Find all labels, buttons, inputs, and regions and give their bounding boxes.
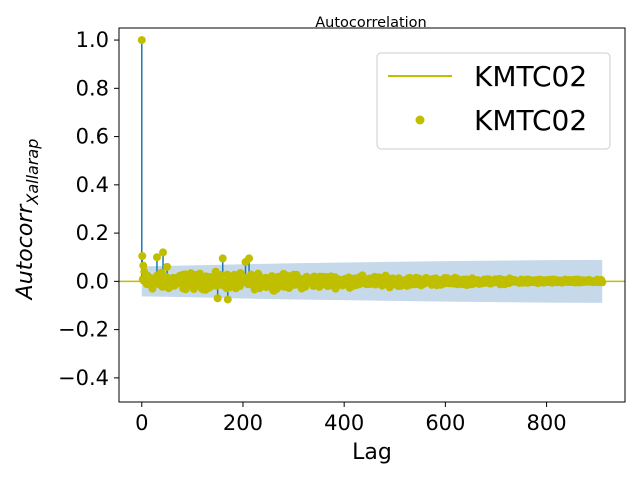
acf-point [163,262,172,271]
acf-point [218,254,227,263]
x-tick-label: 400 [324,411,364,435]
acf-point [139,261,148,270]
legend-marker-swatch [415,115,425,125]
x-axis-label: Lag [352,440,392,465]
legend-label-marker: KMTC02 [474,104,587,137]
chart-title: Autocorrelation [315,15,426,31]
acf-point [137,36,146,45]
y-axis-label-main: Autocorr [13,203,38,302]
acf-point [598,278,607,287]
y-tick-label: −0.4 [58,366,109,390]
y-axis-label-subscript: Xallarap [23,139,42,206]
legend: KMTC02 KMTC02 [376,52,611,150]
y-tick-label: 0.6 [76,125,109,149]
x-tick-label: 0 [135,411,148,435]
y-axis-ticks: −0.4 −0.2 0.0 0.2 0.4 0.6 0.8 1.0 [58,28,119,390]
acf-point [159,248,168,257]
x-axis-ticks: 0 200 400 600 800 [135,402,567,435]
acf-point [223,295,232,304]
x-tick-label: 600 [425,411,465,435]
x-tick-label: 200 [223,411,263,435]
plot-frame [118,27,626,403]
acf-point [245,254,254,263]
acf-point [213,294,222,303]
y-tick-label: 1.0 [76,28,109,52]
point-layer [137,36,607,304]
y-tick-label: 0.4 [76,173,109,197]
x-tick-label: 800 [527,411,567,435]
acf-point [216,270,225,279]
y-tick-label: 0.2 [76,221,109,245]
acf-point [148,284,157,293]
y-tick-label: 0.0 [76,269,109,293]
y-axis-label: AutocorrXallarap [13,139,42,302]
acf-point [152,253,161,262]
legend-label-line: KMTC02 [474,60,587,93]
acf-point [138,252,147,261]
y-tick-label: 0.8 [76,76,109,100]
y-tick-label: −0.2 [58,318,109,342]
